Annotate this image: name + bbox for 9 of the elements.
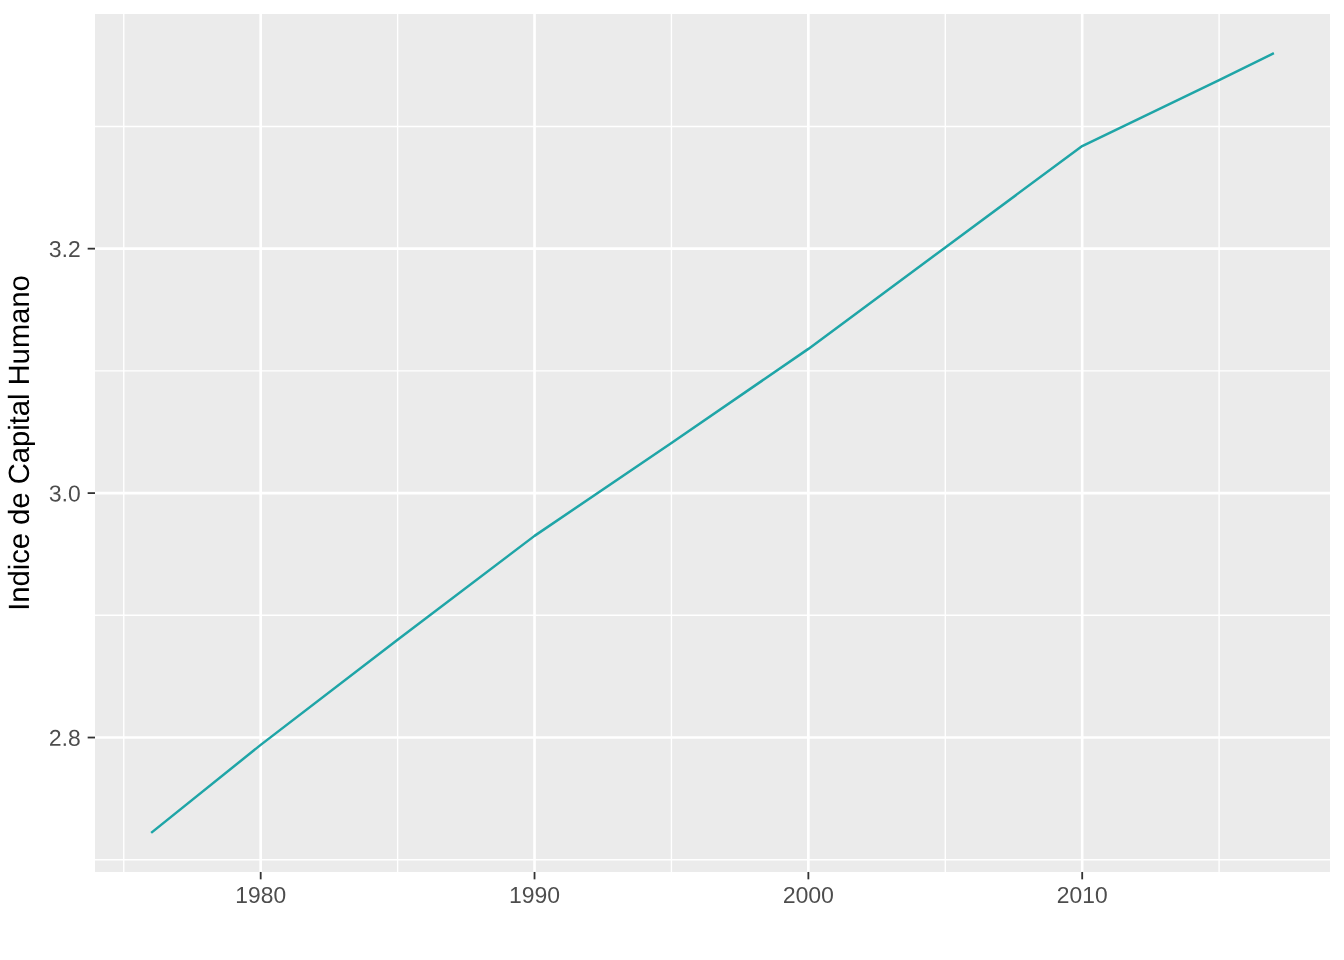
x-tick-label: 1990 bbox=[510, 886, 560, 904]
x-tick-label: 2000 bbox=[784, 886, 833, 904]
y-tick-label: 3.2 bbox=[49, 240, 80, 258]
line-series bbox=[149, 51, 1276, 835]
y-axis-title: Indice de Capital Humano bbox=[7, 276, 35, 609]
x-tick-label: 2010 bbox=[1057, 886, 1107, 904]
x-tick-label: 1980 bbox=[236, 886, 286, 904]
y-tick-label: 3.0 bbox=[49, 485, 80, 502]
y-tick-label: 2.8 bbox=[50, 729, 80, 747]
